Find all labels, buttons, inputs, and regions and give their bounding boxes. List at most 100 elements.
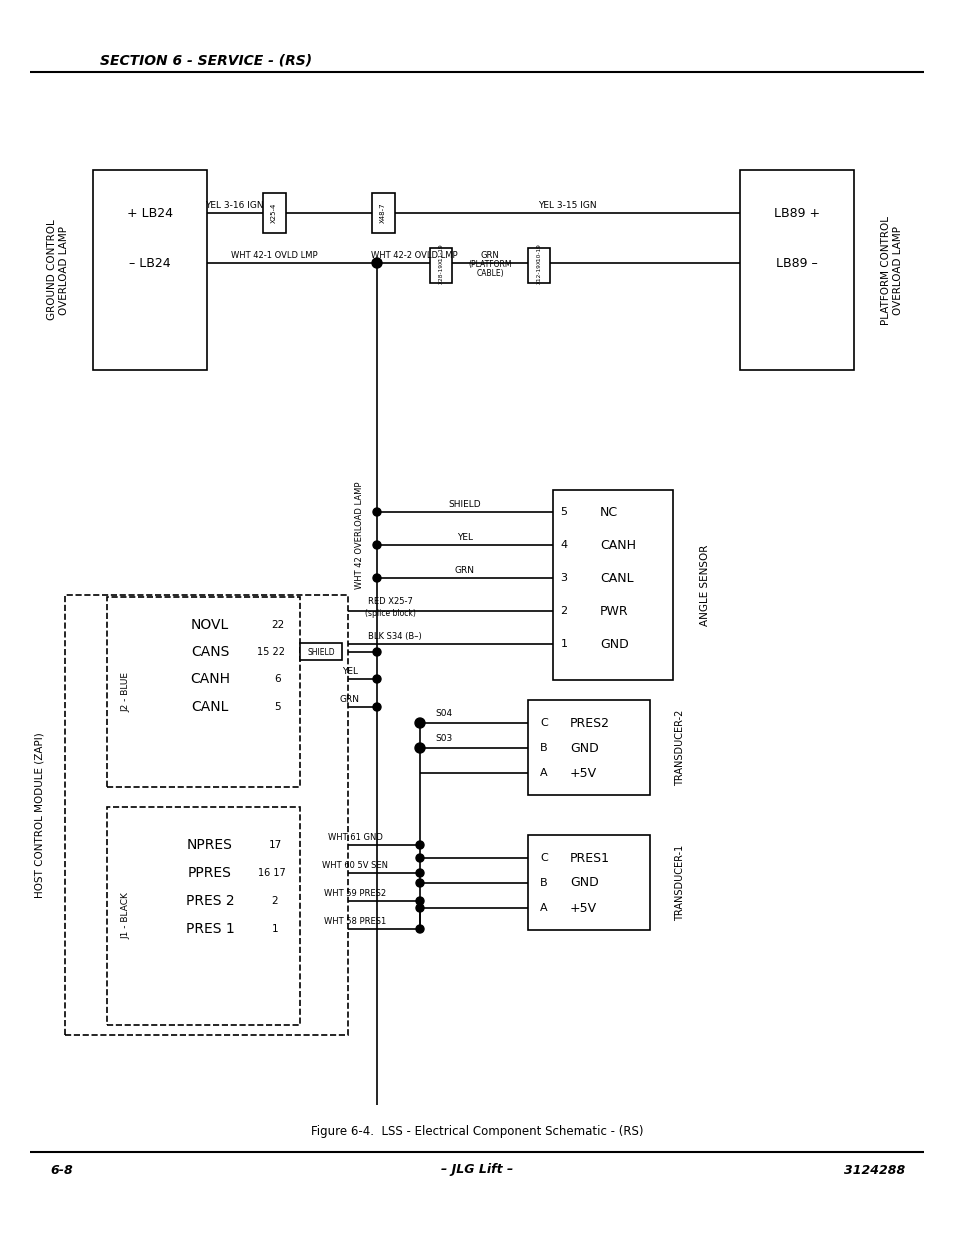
Text: WHT 59 PRES2: WHT 59 PRES2 xyxy=(324,888,386,898)
Text: X11-19: X11-19 xyxy=(438,243,443,264)
Circle shape xyxy=(416,879,423,887)
Text: PWR: PWR xyxy=(599,604,628,618)
Text: 1: 1 xyxy=(560,638,567,650)
Text: TRANSDUCER-2: TRANSDUCER-2 xyxy=(675,710,684,787)
Text: A: A xyxy=(539,903,547,913)
Text: C: C xyxy=(539,718,547,727)
Text: ANGLE SENSOR: ANGLE SENSOR xyxy=(700,545,709,626)
Text: 3: 3 xyxy=(560,573,567,583)
Bar xyxy=(527,248,550,283)
Text: 5: 5 xyxy=(274,701,281,713)
Text: BLK S34 (B–): BLK S34 (B–) xyxy=(368,631,421,641)
Text: S03: S03 xyxy=(435,734,452,742)
Text: X28-19: X28-19 xyxy=(438,263,443,284)
Circle shape xyxy=(416,904,423,911)
Text: 1: 1 xyxy=(272,924,278,934)
Text: X10-19: X10-19 xyxy=(536,243,541,264)
Bar xyxy=(430,248,452,283)
Text: YEL 3-15 IGN: YEL 3-15 IGN xyxy=(537,200,596,210)
Text: YEL: YEL xyxy=(456,532,473,541)
Text: PRES1: PRES1 xyxy=(569,851,609,864)
Text: NOVL: NOVL xyxy=(191,618,229,632)
Circle shape xyxy=(373,574,380,582)
Circle shape xyxy=(416,925,423,932)
Text: HOST CONTROL MODULE (ZAPI): HOST CONTROL MODULE (ZAPI) xyxy=(35,732,45,898)
Text: SHIELD: SHIELD xyxy=(307,647,335,657)
Bar xyxy=(553,490,672,680)
Text: A: A xyxy=(539,768,547,778)
Bar xyxy=(92,170,207,370)
Bar xyxy=(107,806,299,1025)
Text: 15 22: 15 22 xyxy=(256,647,285,657)
Bar xyxy=(740,170,853,370)
Text: 4: 4 xyxy=(559,540,567,550)
Text: PRES2: PRES2 xyxy=(569,716,609,730)
Text: – JLG Lift –: – JLG Lift – xyxy=(440,1163,513,1177)
Bar xyxy=(299,643,341,659)
Text: 22: 22 xyxy=(271,620,284,630)
Circle shape xyxy=(373,508,380,516)
Text: NPRES: NPRES xyxy=(187,839,233,852)
Text: GROUND CONTROL
OVERLOAD LAMP: GROUND CONTROL OVERLOAD LAMP xyxy=(47,220,69,320)
Bar xyxy=(263,193,286,233)
Text: (PLATFORM: (PLATFORM xyxy=(468,259,511,268)
Text: B: B xyxy=(539,878,547,888)
Text: PPRES: PPRES xyxy=(188,866,232,881)
Text: X12-19: X12-19 xyxy=(536,263,541,284)
Text: S04: S04 xyxy=(435,709,452,718)
Text: CANH: CANH xyxy=(599,538,636,552)
Text: GND: GND xyxy=(569,741,598,755)
Circle shape xyxy=(373,648,380,656)
Text: SHIELD: SHIELD xyxy=(448,499,481,509)
Text: X48-7: X48-7 xyxy=(379,203,386,224)
Text: 5: 5 xyxy=(560,508,567,517)
Circle shape xyxy=(373,541,380,550)
Text: 2: 2 xyxy=(559,606,567,616)
Text: 2: 2 xyxy=(272,897,278,906)
Text: GND: GND xyxy=(569,877,598,889)
Bar xyxy=(527,700,649,795)
Text: LB89 –: LB89 – xyxy=(776,257,817,269)
Text: GRN: GRN xyxy=(480,251,498,259)
Text: J1 - BLACK: J1 - BLACK xyxy=(121,893,131,940)
Text: PRES 2: PRES 2 xyxy=(186,894,234,908)
Text: LB89 +: LB89 + xyxy=(773,206,820,220)
Text: WHT 61 GND: WHT 61 GND xyxy=(327,832,382,841)
Bar xyxy=(372,193,395,233)
Text: C: C xyxy=(539,853,547,863)
Text: TRANSDUCER-1: TRANSDUCER-1 xyxy=(675,845,684,921)
Text: – LB24: – LB24 xyxy=(129,257,171,269)
Text: PRES 1: PRES 1 xyxy=(186,923,234,936)
Text: J2 - BLUE: J2 - BLUE xyxy=(121,672,131,713)
Text: 3124288: 3124288 xyxy=(842,1163,904,1177)
Circle shape xyxy=(373,703,380,711)
Text: PLATFORM CONTROL
OVERLOAD LAMP: PLATFORM CONTROL OVERLOAD LAMP xyxy=(881,215,902,325)
Text: GND: GND xyxy=(599,637,628,651)
Text: 6-8: 6-8 xyxy=(50,1163,72,1177)
Text: CANL: CANL xyxy=(192,700,229,714)
Bar xyxy=(107,597,299,787)
Bar xyxy=(65,595,348,1035)
Text: X25-4: X25-4 xyxy=(271,203,276,224)
Circle shape xyxy=(372,258,381,268)
Text: YEL 3-16 IGN: YEL 3-16 IGN xyxy=(205,200,263,210)
Circle shape xyxy=(373,676,380,683)
Text: WHT 42 OVERLOAD LAMP: WHT 42 OVERLOAD LAMP xyxy=(355,482,364,589)
Text: WHT 60 5V SEN: WHT 60 5V SEN xyxy=(322,861,388,869)
Text: 16 17: 16 17 xyxy=(258,868,286,878)
Text: RED X25-7: RED X25-7 xyxy=(367,597,412,605)
Text: 17: 17 xyxy=(268,840,281,850)
Text: CANL: CANL xyxy=(599,572,633,584)
Circle shape xyxy=(416,897,423,905)
Text: 6: 6 xyxy=(274,674,281,684)
Text: NC: NC xyxy=(599,505,618,519)
Circle shape xyxy=(415,718,424,727)
Text: B: B xyxy=(539,743,547,753)
Text: + LB24: + LB24 xyxy=(127,206,172,220)
Text: +5V: +5V xyxy=(569,902,597,914)
Bar xyxy=(527,835,649,930)
Circle shape xyxy=(416,841,423,848)
Text: WHT 42-1 OVLD LMP: WHT 42-1 OVLD LMP xyxy=(231,251,317,259)
Text: YEL: YEL xyxy=(341,667,357,676)
Text: GRN: GRN xyxy=(455,566,475,574)
